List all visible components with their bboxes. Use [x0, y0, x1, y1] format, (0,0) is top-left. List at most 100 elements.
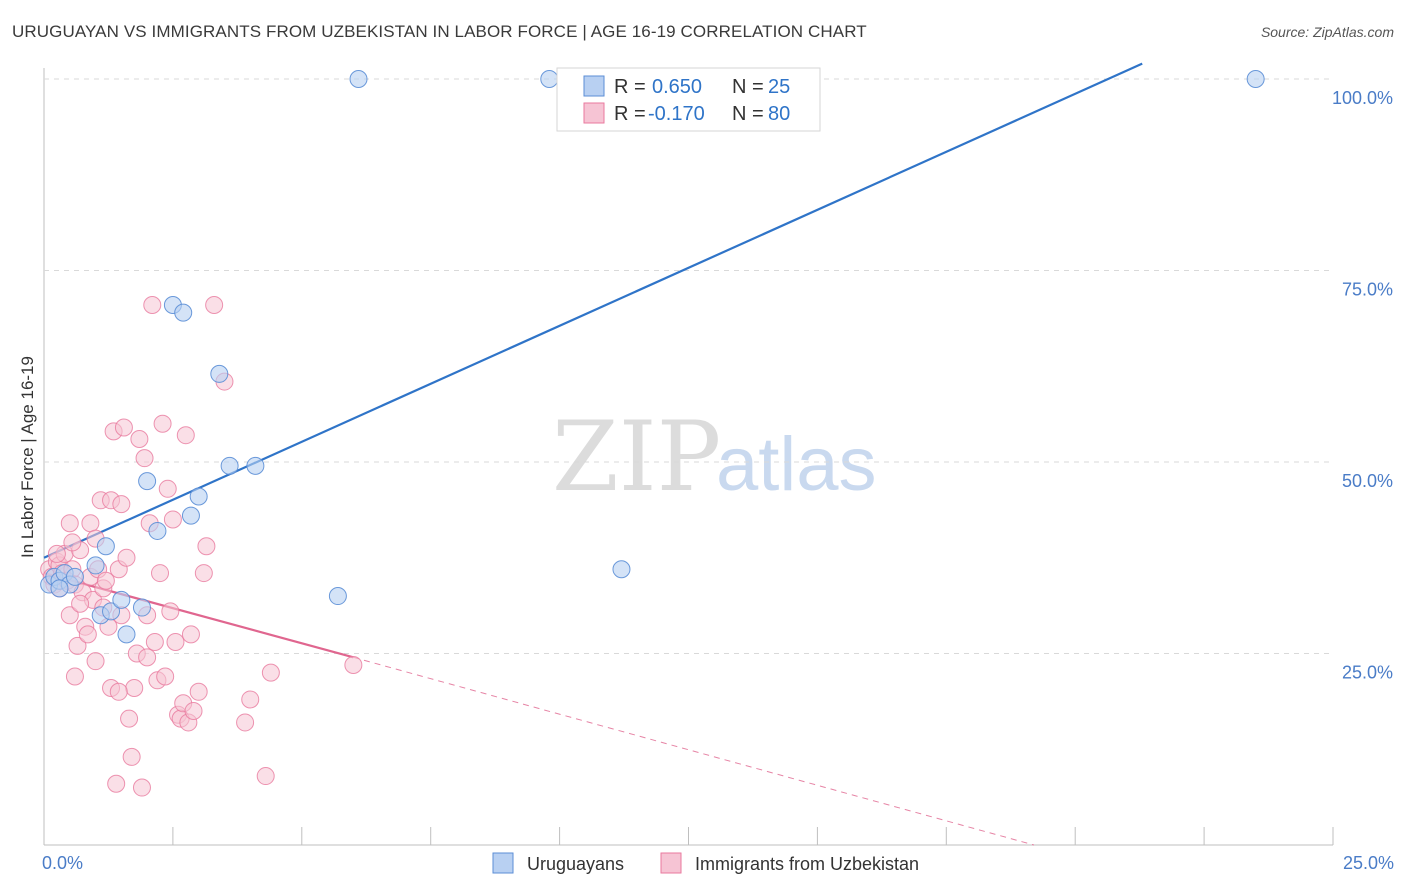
legend-n-value-1: 25 [768, 76, 790, 98]
uruguayans-point-13 [132, 598, 151, 617]
uruguayans-point-25 [540, 70, 559, 88]
y-tick-labels: 25.0% 50.0% 75.0% 100.0% [1332, 88, 1393, 683]
series-uruguayans-points [40, 70, 1265, 644]
x-tick-label-max: 25.0% [1343, 853, 1394, 873]
uzbekistan-point-77 [71, 594, 90, 613]
uruguayans-point-20 [210, 364, 229, 383]
uzbekistan-point-56 [163, 510, 182, 529]
legend-r-label-2: R = [614, 103, 646, 125]
uzbekistan-point-10 [60, 606, 79, 625]
legend-r-value-1: 0.650 [652, 76, 702, 98]
legend-r-label-1: R = [614, 76, 646, 98]
trendline-uruguayans [43, 62, 1143, 559]
uzbekistan-point-36 [114, 418, 133, 437]
uzbekistan-point-67 [205, 295, 224, 314]
series-legend: Uruguayans Immigrants from Uzbekistan [492, 852, 919, 874]
legend-swatch-blue [583, 75, 605, 97]
uzbekistan-point-53 [156, 667, 175, 686]
uzbekistan-point-32 [107, 774, 126, 793]
correlation-legend: R = 0.650 N = 25 R = -0.170 N = 80 [556, 67, 821, 132]
uruguayans-point-26 [612, 560, 631, 579]
uzbekistan-point-70 [241, 690, 260, 709]
uruguayans-point-19 [189, 487, 208, 506]
uzbekistan-point-42 [130, 430, 149, 449]
uruguayans-point-11 [112, 590, 131, 609]
uzbekistan-point-49 [145, 633, 164, 652]
uruguayans-point-7 [86, 556, 105, 575]
uzbekistan-point-72 [261, 663, 280, 682]
x-tick-label-min: 0.0% [42, 853, 83, 873]
uruguayans-point-18 [181, 506, 200, 525]
uzbekistan-point-39 [122, 747, 141, 766]
y-axis-title: In Labor Force | Age 16-19 [18, 356, 37, 558]
uzbekistan-point-51 [151, 564, 170, 583]
series-uzbekistan-points [40, 295, 363, 797]
uzbekistan-point-52 [153, 414, 172, 433]
uzbekistan-point-38 [120, 709, 139, 728]
source-label: Source: ZipAtlas.com [1260, 24, 1394, 40]
uruguayans-point-24 [349, 70, 368, 88]
legend-n-value-2: 80 [768, 103, 790, 125]
uzbekistan-point-54 [158, 479, 177, 498]
uzbekistan-point-19 [81, 514, 100, 533]
bottom-legend-swatch-pink [660, 852, 682, 874]
uruguayans-point-6 [65, 567, 84, 586]
y-tick-label-50: 50.0% [1342, 471, 1393, 491]
legend-swatch-pink [583, 102, 605, 124]
uzbekistan-point-55 [161, 602, 180, 621]
bottom-legend-label-uruguayans: Uruguayans [527, 854, 624, 874]
uzbekistan-point-40 [125, 678, 144, 697]
uzbekistan-point-76 [47, 544, 66, 563]
uruguayans-point-12 [117, 625, 136, 644]
uzbekistan-point-63 [181, 625, 200, 644]
uruguayans-point-22 [246, 456, 265, 475]
gridlines [44, 78, 1333, 654]
uzbekistan-point-65 [194, 564, 213, 583]
uzbekistan-point-44 [135, 449, 154, 468]
bottom-legend-label-uzbekistan: Immigrants from Uzbekistan [695, 854, 919, 874]
uruguayans-point-10 [102, 602, 121, 621]
uruguayans-point-17 [174, 303, 193, 322]
uzbekistan-point-27 [96, 571, 115, 590]
uzbekistan-point-46 [138, 648, 157, 667]
uruguayans-point-15 [148, 521, 167, 540]
y-tick-label-25: 25.0% [1342, 663, 1393, 683]
y-tick-label-100: 100.0% [1332, 88, 1393, 108]
uruguayans-point-5 [50, 579, 69, 598]
uzbekistan-point-48 [143, 295, 162, 314]
uzbekistan-point-37 [117, 548, 136, 567]
uruguayans-point-14 [138, 472, 157, 491]
uzbekistan-point-57 [166, 633, 185, 652]
watermark-zip: ZIP [552, 401, 721, 513]
uzbekistan-point-69 [236, 713, 255, 732]
uruguayans-point-27 [1246, 70, 1265, 88]
uzbekistan-point-43 [132, 778, 151, 797]
uzbekistan-point-61 [176, 426, 195, 445]
uzbekistan-point-78 [109, 682, 128, 701]
chart-title: URUGUAYAN VS IMMIGRANTS FROM UZBEKISTAN … [12, 22, 867, 41]
trendline-uzbekistan-extrapolated [353, 656, 1035, 846]
y-tick-label-75: 75.0% [1342, 280, 1393, 300]
bottom-legend-swatch-blue [492, 852, 514, 874]
uzbekistan-point-66 [197, 537, 216, 556]
x-ticks [43, 827, 1334, 845]
watermark-atlas: atlas [716, 422, 877, 507]
uzbekistan-point-23 [86, 652, 105, 671]
legend-n-label-1: N = [732, 76, 764, 98]
uruguayans-point-9 [96, 537, 115, 556]
legend-r-value-2: -0.170 [648, 103, 705, 125]
uzbekistan-point-14 [68, 636, 87, 655]
uzbekistan-point-73 [344, 655, 363, 674]
legend-n-label-2: N = [732, 103, 764, 125]
uzbekistan-point-74 [63, 533, 82, 552]
uzbekistan-point-18 [78, 625, 97, 644]
uruguayans-point-21 [220, 456, 239, 475]
uzbekistan-point-64 [189, 682, 208, 701]
uzbekistan-point-13 [65, 667, 84, 686]
uruguayans-point-23 [328, 587, 347, 606]
uzbekistan-point-79 [184, 701, 203, 720]
uzbekistan-point-35 [112, 495, 131, 514]
uzbekistan-point-71 [256, 767, 275, 786]
uzbekistan-point-9 [60, 514, 79, 533]
